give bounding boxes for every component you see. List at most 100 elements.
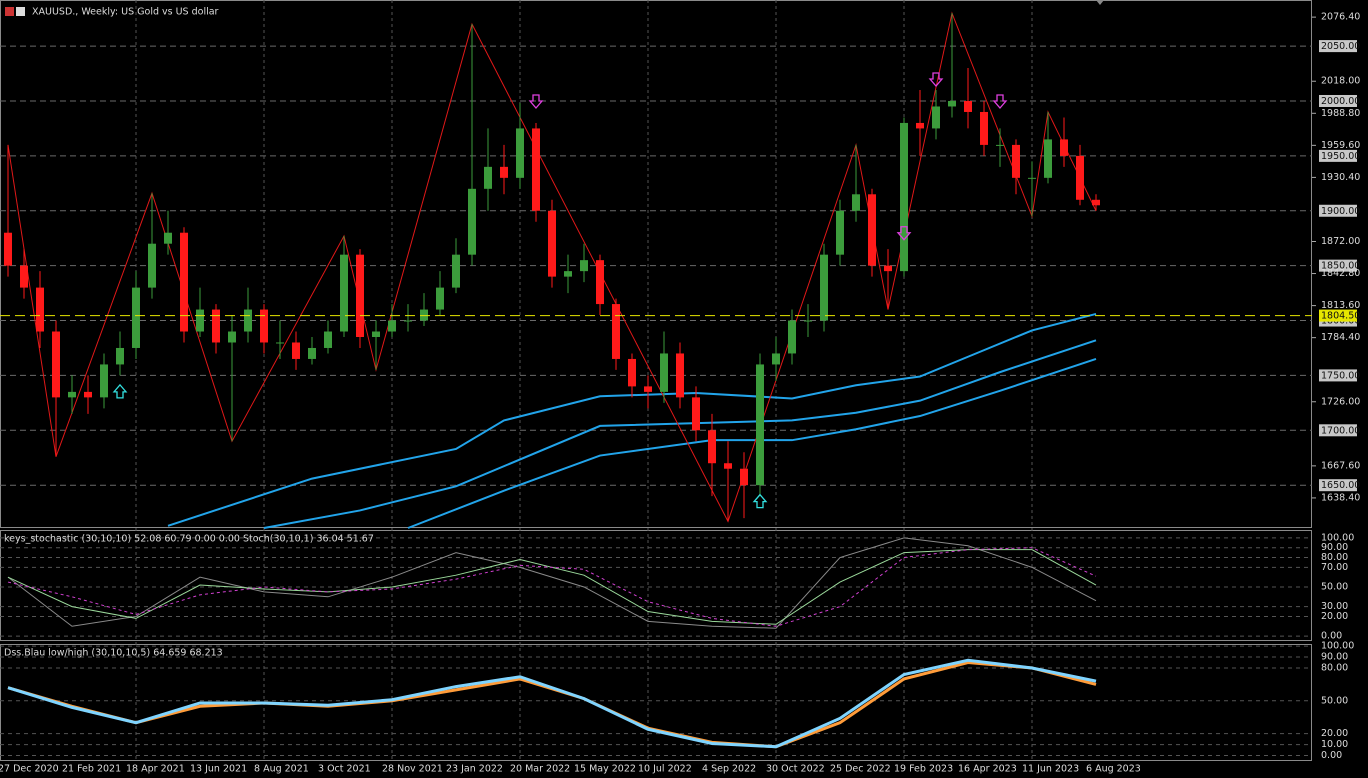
indicator-line: [167, 312, 1097, 527]
x-tick-label: 3 Oct 2021: [318, 764, 371, 775]
candle-body: [132, 287, 140, 348]
candle-body: [404, 320, 412, 322]
level-label: 1750.00: [1321, 370, 1360, 381]
candle-body: [1044, 139, 1052, 178]
y-tick-label: 50.00: [1321, 581, 1348, 592]
candle-body: [548, 210, 556, 277]
y-tick-label: 1872.00: [1321, 236, 1360, 247]
level-label-box: [1319, 424, 1357, 437]
sell-arrow: [528, 94, 544, 109]
dss-frame: [0, 644, 1312, 761]
y-tick-label: 1813.60: [1321, 300, 1360, 311]
price-label: 1804.50: [1321, 311, 1360, 322]
panel-title: Dss.Blau low/high (30,10,10,5) 64.659 68…: [4, 648, 223, 659]
y-tick-label: 10.00: [1321, 739, 1348, 750]
x-tick-label: 30 Oct 2022: [766, 764, 825, 775]
level-label: 1900.00: [1321, 206, 1360, 217]
y-tick-label: 90.00: [1321, 542, 1348, 553]
chart-title: XAUUSD., Weekly: US Gold vs US dollar: [32, 7, 219, 18]
y-tick-label: 2076.40: [1321, 12, 1360, 23]
candle-body: [372, 331, 380, 337]
candle-body: [820, 254, 828, 321]
y-tick-label: 1667.60: [1321, 460, 1360, 471]
y-tick-label: 90.00: [1321, 652, 1348, 663]
candle-body: [788, 320, 796, 354]
icon-part: [16, 7, 25, 16]
candle-body: [516, 128, 524, 178]
sell-arrow: [928, 72, 944, 88]
candle-body: [468, 188, 476, 255]
candle-body: [324, 331, 332, 348]
candle-body: [852, 194, 860, 211]
candle-body: [740, 468, 748, 486]
buy-arrow: [752, 493, 768, 509]
candle-body: [180, 232, 188, 332]
candle-body: [596, 260, 604, 305]
price-label-box: [1319, 309, 1357, 322]
candle-body: [100, 364, 108, 398]
level-label: 1700.00: [1321, 425, 1360, 436]
symbol-icon: [5, 7, 25, 16]
level-label: 2000.00: [1321, 96, 1360, 107]
candle-body: [388, 320, 396, 332]
candle-body: [340, 254, 348, 332]
buy-arrow: [112, 383, 128, 399]
level-label-box: [1319, 149, 1357, 162]
y-tick-label: 0.00: [1321, 631, 1342, 642]
candle-body: [868, 194, 876, 266]
x-tick-label: 11 Jun 2023: [1022, 764, 1079, 775]
candle-body: [676, 353, 684, 398]
y-tick-label: 30.00: [1321, 601, 1348, 612]
x-tick-label: 25 Dec 2022: [830, 764, 891, 775]
candle-body: [580, 260, 588, 272]
level-label: 1650.00: [1321, 480, 1360, 491]
candle-body: [916, 122, 924, 129]
candle-body: [756, 364, 764, 486]
y-tick-label: 1726.00: [1321, 396, 1360, 407]
level-label-box: [1319, 479, 1357, 492]
candle-body: [436, 287, 444, 310]
candle-body: [692, 397, 700, 431]
level-label: 2050.00: [1321, 41, 1360, 52]
level-label: 1950.00: [1321, 151, 1360, 162]
indicator-line: [7, 547, 1097, 627]
y-tick-label: 80.00: [1321, 662, 1348, 673]
y-tick-label: 1638.40: [1321, 492, 1360, 503]
y-tick-label: 1959.60: [1321, 140, 1360, 151]
indicator-line: [7, 537, 1097, 629]
candle-body: [628, 358, 636, 387]
candle-body: [212, 309, 220, 343]
y-tick-label: 100.00: [1321, 532, 1354, 543]
x-tick-label: 15 May 2022: [574, 764, 636, 775]
candle-body: [772, 353, 780, 365]
indicator-line: [7, 658, 1097, 749]
candle-body: [148, 243, 156, 288]
level-label: 1850.00: [1321, 261, 1360, 272]
y-tick-label: 50.00: [1321, 695, 1348, 706]
y-tick-label: 1784.40: [1321, 332, 1360, 343]
candle-body: [564, 271, 572, 277]
indicator-line: [263, 339, 1097, 529]
candle-body: [484, 166, 492, 189]
x-tick-label: 27 Dec 2020: [0, 764, 59, 775]
x-tick-label: 18 Apr 2021: [126, 764, 185, 775]
candle-body: [836, 210, 844, 255]
level-label-box: [1319, 369, 1357, 382]
y-tick-label: 1930.40: [1321, 172, 1360, 183]
candle-body: [68, 391, 76, 398]
y-tick-label: 20.00: [1321, 611, 1348, 622]
level-label-box: [1319, 40, 1357, 53]
candle-body: [724, 463, 732, 469]
y-tick-label: 80.00: [1321, 552, 1348, 563]
candle-body: [932, 106, 940, 129]
candle-body: [292, 342, 300, 359]
price-frame: [0, 0, 1312, 528]
level-label-box: [1319, 204, 1357, 217]
candle-body: [884, 265, 892, 272]
frames: [0, 0, 1312, 761]
x-tick-label: 6 Aug 2023: [1086, 764, 1141, 775]
icon-part: [5, 7, 14, 16]
candle-body: [244, 309, 252, 332]
candle-body: [964, 100, 972, 112]
